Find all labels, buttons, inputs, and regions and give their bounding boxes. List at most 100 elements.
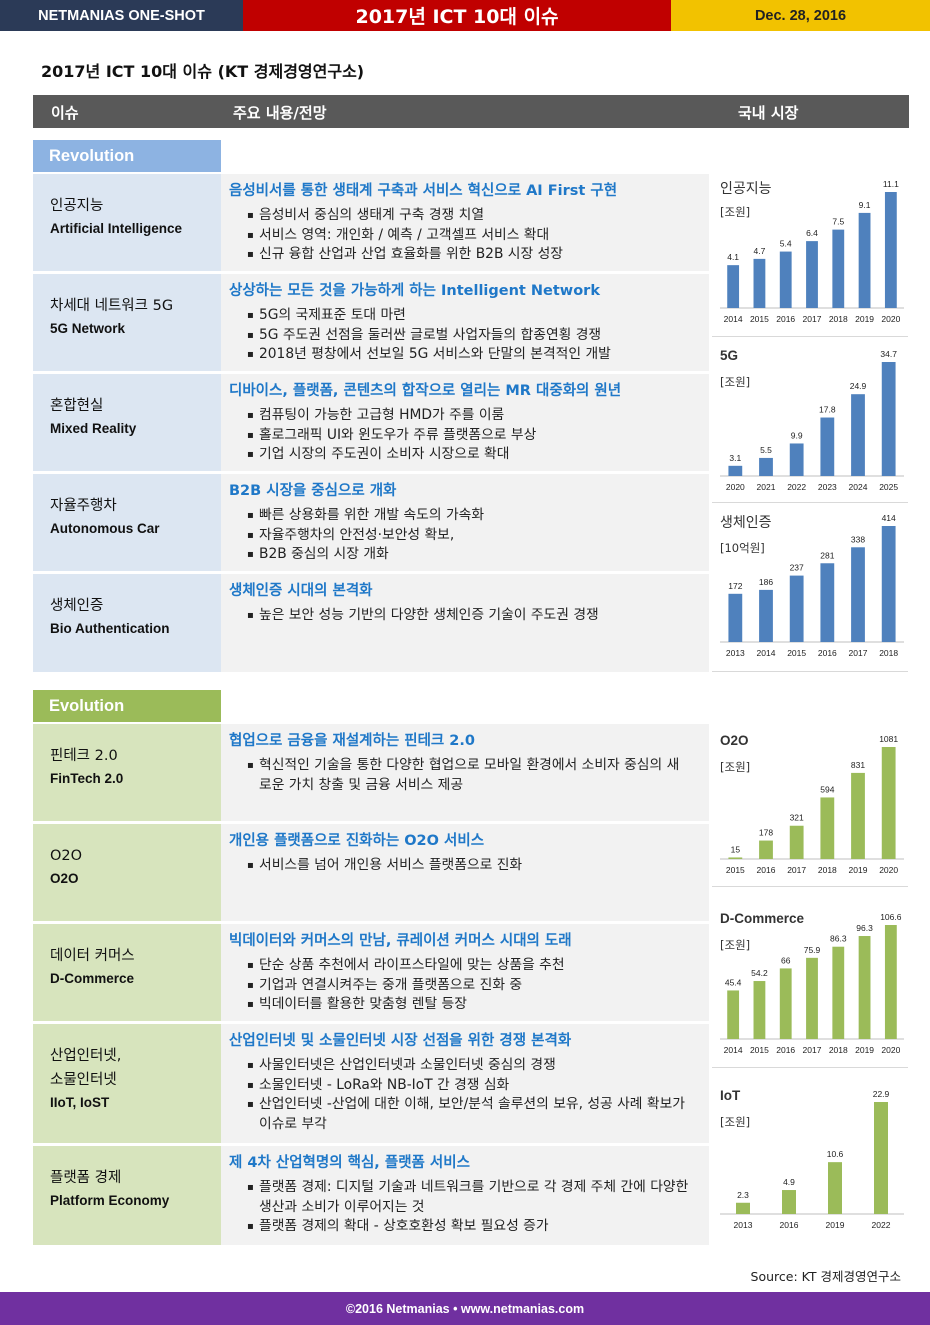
bullet-list: 사물인터넷은 산업인터넷과 소물인터넷 중심의 경쟁 소물인터넷 - LoRa와…: [247, 1056, 687, 1134]
chart-data-label: 6.4: [806, 228, 818, 238]
chart-data-label: 17.8: [819, 405, 836, 415]
bullet-item: 소물인터넷 - LoRa와 NB-IoT 간 경쟁 심화: [247, 1076, 687, 1096]
top-banner: NETMANIAS ONE-SHOT 2017년 ICT 10대 이슈 Dec.…: [0, 0, 930, 31]
column-market: 국내 시장: [738, 104, 799, 122]
chart-data-label: 7.5: [832, 217, 844, 227]
brand-label: NETMANIAS ONE-SHOT: [0, 0, 243, 31]
bullet-list: 높은 보안 성능 기반의 다양한 생체인증 기술이 주도권 경쟁: [247, 606, 709, 626]
chart-bar: [728, 465, 743, 476]
chart-tick-label: 2016: [776, 314, 795, 324]
chart-bar: [820, 417, 835, 476]
bullet-item: 높은 보안 성능 기반의 다양한 생체인증 기술이 주도권 경쟁: [247, 606, 709, 626]
issue-headline: 산업인터넷 및 소물인터넷 시장 선점을 위한 경쟁 본격화: [229, 1033, 572, 1049]
chart-unit: [조원]: [720, 205, 751, 219]
chart-tick-label: 2016: [757, 865, 776, 875]
chart-bar: [736, 1202, 750, 1214]
chart-data-label: 22.9: [873, 1089, 890, 1099]
issue-label: 핀테크 2.0 FinTech 2.0: [33, 724, 221, 821]
chart-title: 5G: [720, 348, 739, 363]
issue-content: 산업인터넷 및 소물인터넷 시장 선점을 위한 경쟁 본격화 사물인터넷은 산업…: [221, 1024, 709, 1143]
chart-tick-label: 2022: [872, 1220, 891, 1230]
chart-plot: 15 2015 178 2016 321 2017 594 2018 831 2019 1081 20…: [720, 734, 904, 875]
chart-bar: [728, 593, 743, 642]
chart-data-label: 15: [731, 844, 741, 854]
bullet-item: B2B 중심의 시장 개화: [247, 545, 709, 565]
bullet-item: 빠른 상용화를 위한 개발 속도의 가속화: [247, 506, 709, 526]
chart-data-label: 3.1: [729, 453, 741, 463]
chart-unit: [10억원]: [720, 541, 765, 555]
chart-data-label: 96.3: [856, 923, 873, 933]
chart-bar: [753, 258, 766, 308]
chart-bar: [874, 1102, 888, 1214]
chart-tick-label: 2013: [726, 648, 745, 658]
chart-tick-label: 2016: [780, 1220, 799, 1230]
issue-content: 개인용 플랫폼으로 진화하는 O2O 서비스 서비스를 넘어 개인용 서비스 플…: [221, 824, 709, 921]
chart-bar: [779, 251, 792, 308]
divider: [712, 336, 908, 337]
chart-data-label: 594: [820, 784, 834, 794]
chart-data-label: 281: [820, 550, 834, 560]
chart-tick-label: 2017: [849, 648, 868, 658]
chart-data-label: 9.9: [791, 430, 803, 440]
chart-data-label: 186: [759, 577, 773, 587]
bullet-item: 단순 상품 추천에서 라이프스타일에 맞는 상품을 추천: [247, 956, 709, 976]
chart-tick-label: 2022: [787, 482, 806, 492]
issue-name-en: D-Commerce: [50, 971, 135, 986]
bullet-item: 기업과 연결시켜주는 중개 플랫폼으로 진화 중: [247, 976, 709, 996]
issue-headline: 제 4차 산업혁명의 핵심, 플랫폼 서비스: [229, 1155, 470, 1171]
bullet-list: 빠른 상용화를 위한 개발 속도의 가속화 자율주행차의 안전성·보안성 확보,…: [247, 506, 709, 565]
issue-label: 차세대 네트워크 5G 5G Network: [33, 274, 221, 371]
column-issue: 이슈: [51, 104, 79, 122]
issue-name-ko: 생체인증: [50, 598, 104, 614]
chart-bar: [884, 925, 897, 1039]
bullet-list: 단순 상품 추천에서 라이프스타일에 맞는 상품을 추천 기업과 연결시켜주는 …: [247, 956, 709, 1015]
chart-data-label: 5.5: [760, 445, 772, 455]
chart-tick-label: 2015: [750, 1045, 769, 1055]
chart-data-label: 4.9: [783, 1177, 795, 1187]
bullet-item: 5G의 국제표준 토대 마련: [247, 306, 709, 326]
chart-bar: [728, 857, 743, 859]
issue-row: 인공지능 Artificial Intelligence 음성비서를 통한 생태…: [33, 174, 709, 271]
bullet-item: 혁신적인 기술을 통한 다양한 협업으로 모바일 환경에서 소비자 중심의 새로…: [247, 756, 687, 795]
chart-data-label: 11.1: [883, 179, 899, 189]
issue-label: 플랫폼 경제 Platform Economy: [33, 1146, 221, 1245]
issue-name-ko: 인공지능: [50, 198, 104, 214]
bullet-item: 사물인터넷은 산업인터넷과 소물인터넷 중심의 경쟁: [247, 1056, 687, 1076]
chart-plot: 2.3 2013 4.9 2016 10.6 2019 22.9 2022: [720, 1089, 904, 1230]
issue-content: 생체인증 시대의 본격화 높은 보안 성능 기반의 다양한 생체인증 기술이 주…: [221, 574, 709, 672]
issue-content: 디바이스, 플랫폼, 콘텐츠의 합작으로 열리는 MR 대중화의 원년 컴퓨팅이…: [221, 374, 709, 471]
issue-row: 데이터 커머스 D-Commerce 빅데이터와 커머스의 만남, 큐레이션 커…: [33, 924, 709, 1021]
issue-name-ko: 플랫폼 경제: [50, 1170, 122, 1186]
issue-row: 혼합현실 Mixed Reality 디바이스, 플랫폼, 콘텐츠의 합작으로 …: [33, 374, 709, 471]
issue-label: O2O O2O: [33, 824, 221, 921]
issue-name-ko: 산업인터넷,: [50, 1048, 122, 1064]
column-header-bar: 이슈 주요 내용/전망 국내 시장: [33, 95, 909, 128]
issue-content: 상상하는 모든 것을 가능하게 하는 Intelligent Network 5…: [221, 274, 709, 371]
issue-content: 빅데이터와 커머스의 만남, 큐레이션 커머스 시대의 도래 단순 상품 추천에…: [221, 924, 709, 1021]
chart-bar: [779, 968, 792, 1039]
chart-data-label: 54.2: [751, 968, 768, 978]
bullet-item: 산업인터넷 -산업에 대한 이해, 보안/분석 솔루션의 보유, 성공 사례 확…: [247, 1095, 687, 1134]
issue-name-ko: 혼합현실: [50, 398, 104, 414]
chart-data-label: 338: [851, 534, 865, 544]
banner-date: Dec. 28, 2016: [671, 0, 930, 31]
issue-headline: 생체인증 시대의 본격화: [229, 583, 373, 599]
bullet-list: 혁신적인 기술을 통한 다양한 협업으로 모바일 환경에서 소비자 중심의 새로…: [247, 756, 687, 795]
issue-name-ko: 차세대 네트워크 5G: [50, 298, 174, 314]
chart-tick-label: 2020: [881, 1045, 900, 1055]
chart-tick-label: 2015: [787, 648, 806, 658]
chart-title: IoT: [720, 1088, 741, 1103]
issue-content: 제 4차 산업혁명의 핵심, 플랫폼 서비스 플랫폼 경제: 디지털 기술과 네…: [221, 1146, 709, 1245]
chart-bar: [858, 936, 871, 1039]
chart-bar: [782, 1190, 796, 1214]
chart-bar: [851, 772, 865, 859]
bullet-item: 서비스를 넘어 개인용 서비스 플랫폼으로 진화: [247, 856, 709, 876]
chart-data-label: 66: [781, 955, 791, 965]
issue-row: 자율주행차 Autonomous Car B2B 시장을 중심으로 개화 빠른 …: [33, 474, 709, 571]
chart-bar: [881, 526, 896, 642]
column-content: 주요 내용/전망: [233, 104, 327, 122]
chart-bar: [789, 825, 804, 859]
chart-plot: 3.1 2020 5.5 2021 9.9 2022 17.8 2023 24.9 2024 34.…: [720, 349, 904, 492]
chart-title: 인공지능: [720, 181, 772, 197]
divider: [712, 671, 908, 672]
